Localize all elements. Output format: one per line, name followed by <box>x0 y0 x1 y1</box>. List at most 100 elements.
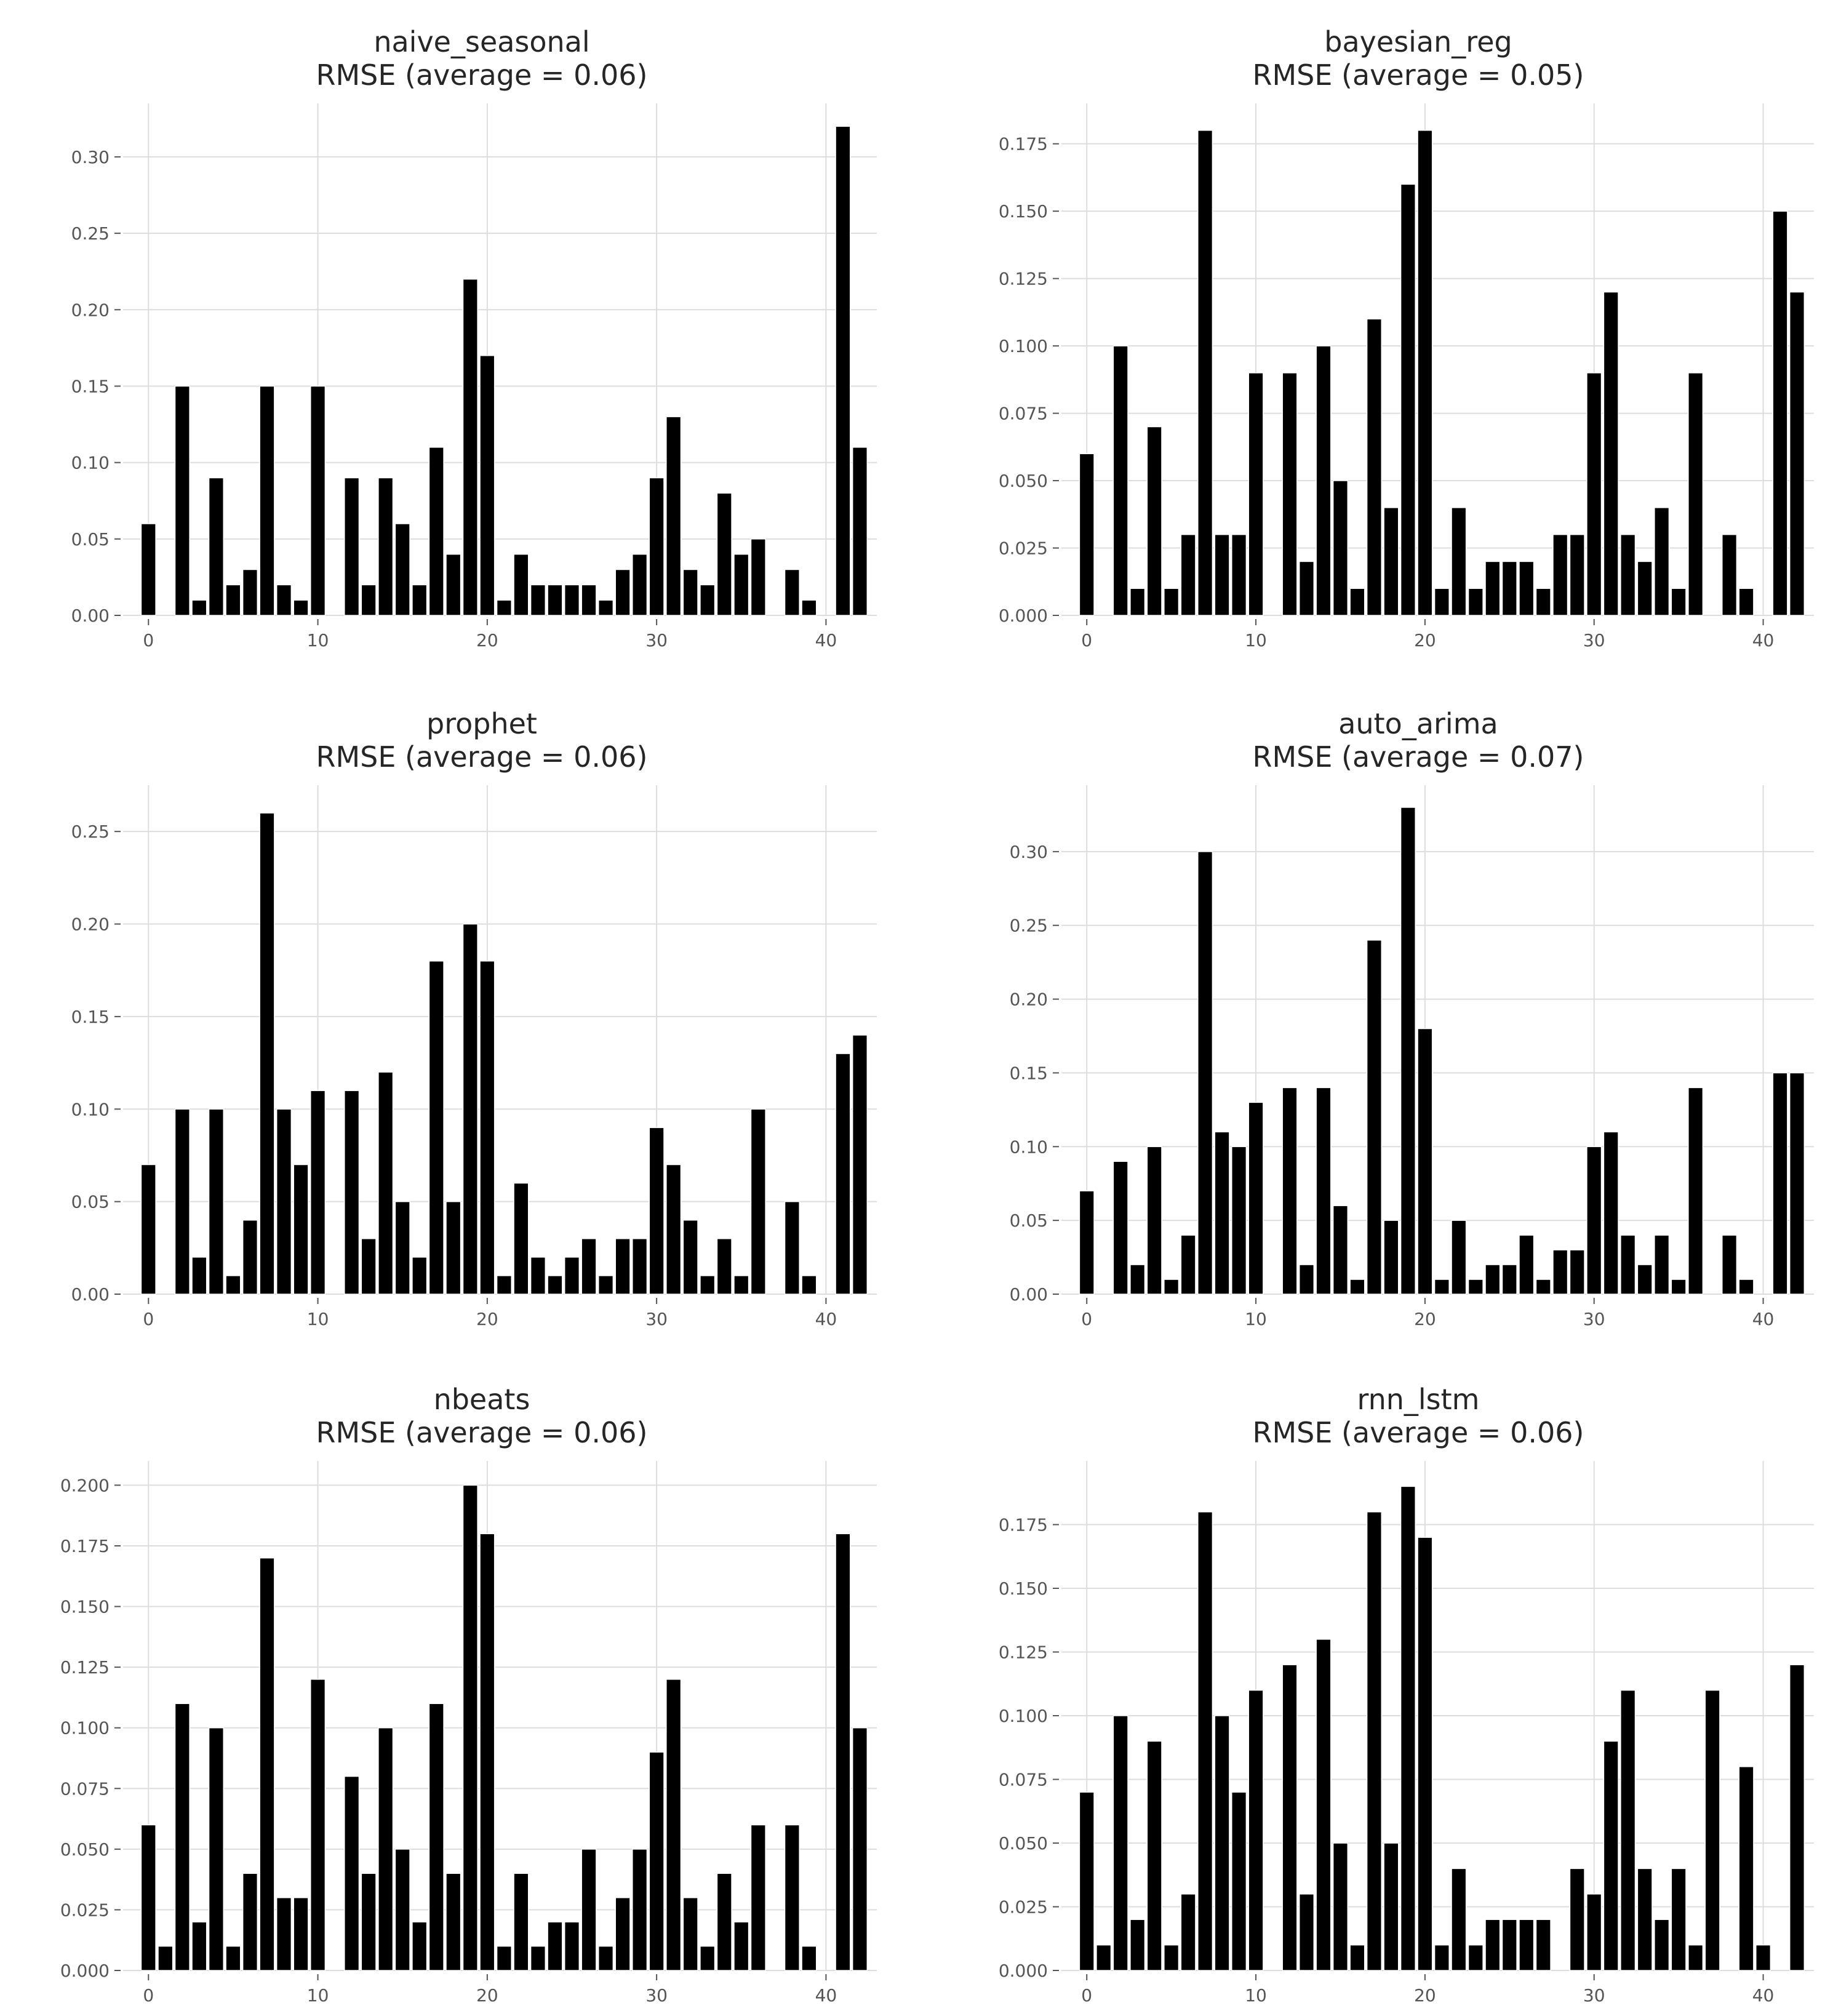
bar-prophet-33 <box>700 1275 716 1295</box>
bar-naive-seasonal-30 <box>649 477 665 616</box>
y-tick-label: 0.20 <box>71 914 110 935</box>
bar-naive-seasonal-29 <box>632 553 648 616</box>
bar-bayesian-reg-17 <box>1366 318 1383 616</box>
bar-rnn-lstm-37 <box>1704 1689 1720 1971</box>
bar-rnn-lstm-0 <box>1079 1791 1095 1971</box>
x-tick-label: 40 <box>815 630 837 650</box>
bar-auto-arima-8 <box>1214 1131 1230 1295</box>
bar-auto-arima-33 <box>1637 1264 1653 1295</box>
x-tick-label: 30 <box>645 630 668 650</box>
bar-prophet-5 <box>225 1275 241 1295</box>
bar-prophet-21 <box>496 1275 512 1295</box>
bar-naive-seasonal-9 <box>293 599 309 616</box>
y-tick-label: 0.075 <box>60 1778 110 1799</box>
bar-nbeats-32 <box>682 1897 698 1971</box>
x-tick-label: 0 <box>1081 1985 1092 2006</box>
y-tick-label: 0.175 <box>999 1515 1048 1535</box>
bar-nbeats-1 <box>158 1945 174 1971</box>
y-tick-label: 0.100 <box>999 336 1048 356</box>
bar-rnn-lstm-40 <box>1755 1944 1771 1971</box>
bar-naive-seasonal-18 <box>445 553 461 616</box>
bar-naive-seasonal-10 <box>309 385 326 616</box>
bar-prophet-41 <box>835 1053 851 1295</box>
bar-auto-arima-24 <box>1485 1264 1501 1295</box>
bar-auto-arima-2 <box>1112 1161 1128 1295</box>
x-tick-label: 0 <box>143 630 154 650</box>
bar-naive-seasonal-22 <box>513 553 529 616</box>
x-tick-label: 10 <box>1245 1985 1267 2006</box>
bar-naive-seasonal-3 <box>191 599 207 616</box>
bar-prophet-23 <box>530 1257 546 1295</box>
bar-prophet-26 <box>581 1238 597 1295</box>
x-tick-label: 20 <box>476 630 498 650</box>
bar-auto-arima-13 <box>1298 1264 1315 1295</box>
y-tick-label: 0.150 <box>999 1578 1048 1599</box>
chart-subtitle-nbeats: RMSE (average = 0.06) <box>316 1416 648 1449</box>
bar-bayesian-reg-38 <box>1722 534 1738 616</box>
bar-rnn-lstm-24 <box>1485 1919 1501 1971</box>
bar-bayesian-reg-18 <box>1383 507 1399 616</box>
bar-naive-seasonal-4 <box>208 477 224 616</box>
chart-title-rnn-lstm: rnn_lstm <box>1357 1383 1479 1416</box>
x-tick-label: 40 <box>1752 630 1775 650</box>
x-tick-label: 10 <box>307 630 329 650</box>
bar-naive-seasonal-26 <box>581 584 597 616</box>
bar-auto-arima-25 <box>1501 1264 1517 1295</box>
bar-prophet-35 <box>733 1275 749 1295</box>
bar-rnn-lstm-20 <box>1417 1537 1433 1971</box>
x-tick-label: 0 <box>1081 1309 1092 1329</box>
x-tick-label: 40 <box>815 1309 837 1329</box>
panel-bayesian-reg: bayesian_reg RMSE (average = 0.05) 0.000… <box>999 25 1814 650</box>
bar-rnn-lstm-22 <box>1451 1868 1467 1971</box>
x-tick-label: 20 <box>476 1985 498 2006</box>
y-tick-label: 0.050 <box>999 1833 1048 1854</box>
bar-rnn-lstm-13 <box>1298 1894 1315 1971</box>
x-tick-label: 10 <box>307 1985 329 2006</box>
bar-rnn-lstm-8 <box>1214 1715 1230 1971</box>
bar-nbeats-14 <box>378 1727 394 1971</box>
bar-bayesian-reg-26 <box>1519 561 1535 616</box>
bar-naive-seasonal-2 <box>174 385 190 616</box>
bar-rnn-lstm-9 <box>1231 1791 1247 1971</box>
bar-auto-arima-26 <box>1519 1234 1535 1295</box>
chart-title-auto-arima: auto_arima <box>1338 707 1498 740</box>
bar-rnn-lstm-6 <box>1180 1894 1196 1971</box>
bar-auto-arima-34 <box>1654 1234 1670 1295</box>
y-tick-label: 0.075 <box>999 404 1048 424</box>
bar-nbeats-4 <box>208 1727 224 1971</box>
bar-nbeats-8 <box>276 1897 292 1971</box>
bar-rnn-lstm-3 <box>1130 1919 1146 1971</box>
bar-nbeats-3 <box>191 1921 207 1971</box>
bar-nbeats-36 <box>750 1824 766 1971</box>
bar-auto-arima-16 <box>1349 1279 1365 1295</box>
y-tick-label: 0.15 <box>71 376 110 396</box>
bar-prophet-30 <box>649 1127 665 1295</box>
bar-auto-arima-39 <box>1738 1279 1754 1295</box>
bar-prophet-9 <box>293 1164 309 1295</box>
bar-auto-arima-30 <box>1586 1146 1602 1295</box>
bar-prophet-2 <box>174 1108 190 1295</box>
bar-prophet-20 <box>479 960 495 1295</box>
bar-bayesian-reg-32 <box>1620 534 1636 616</box>
bar-auto-arima-29 <box>1569 1249 1585 1295</box>
y-tick-label: 0.30 <box>71 147 110 167</box>
bar-auto-arima-0 <box>1079 1190 1095 1295</box>
panel-prophet: prophet RMSE (average = 0.06) 0.00 0.05 0.… <box>71 707 877 1329</box>
bar-auto-arima-35 <box>1671 1279 1687 1295</box>
bar-bayesian-reg-5 <box>1164 588 1180 616</box>
bar-prophet-18 <box>445 1201 461 1295</box>
x-tick-label: 10 <box>1245 630 1267 650</box>
bars-rnn-lstm <box>1079 1486 1805 1971</box>
y-tick-label: 0.00 <box>1010 1284 1048 1305</box>
bar-nbeats-23 <box>530 1945 546 1971</box>
bar-bayesian-reg-7 <box>1197 130 1213 616</box>
bar-nbeats-27 <box>597 1945 614 1971</box>
y-tick-label: 0.175 <box>999 134 1048 154</box>
bar-prophet-7 <box>259 812 275 1295</box>
bar-nbeats-35 <box>733 1921 749 1971</box>
y-tick-label: 0.150 <box>999 201 1048 222</box>
y-tick-label: 0.025 <box>999 1897 1048 1918</box>
bar-naive-seasonal-0 <box>140 523 156 616</box>
y-tick-label: 0.30 <box>1010 842 1048 862</box>
y-tick-label: 0.000 <box>60 1961 110 1981</box>
